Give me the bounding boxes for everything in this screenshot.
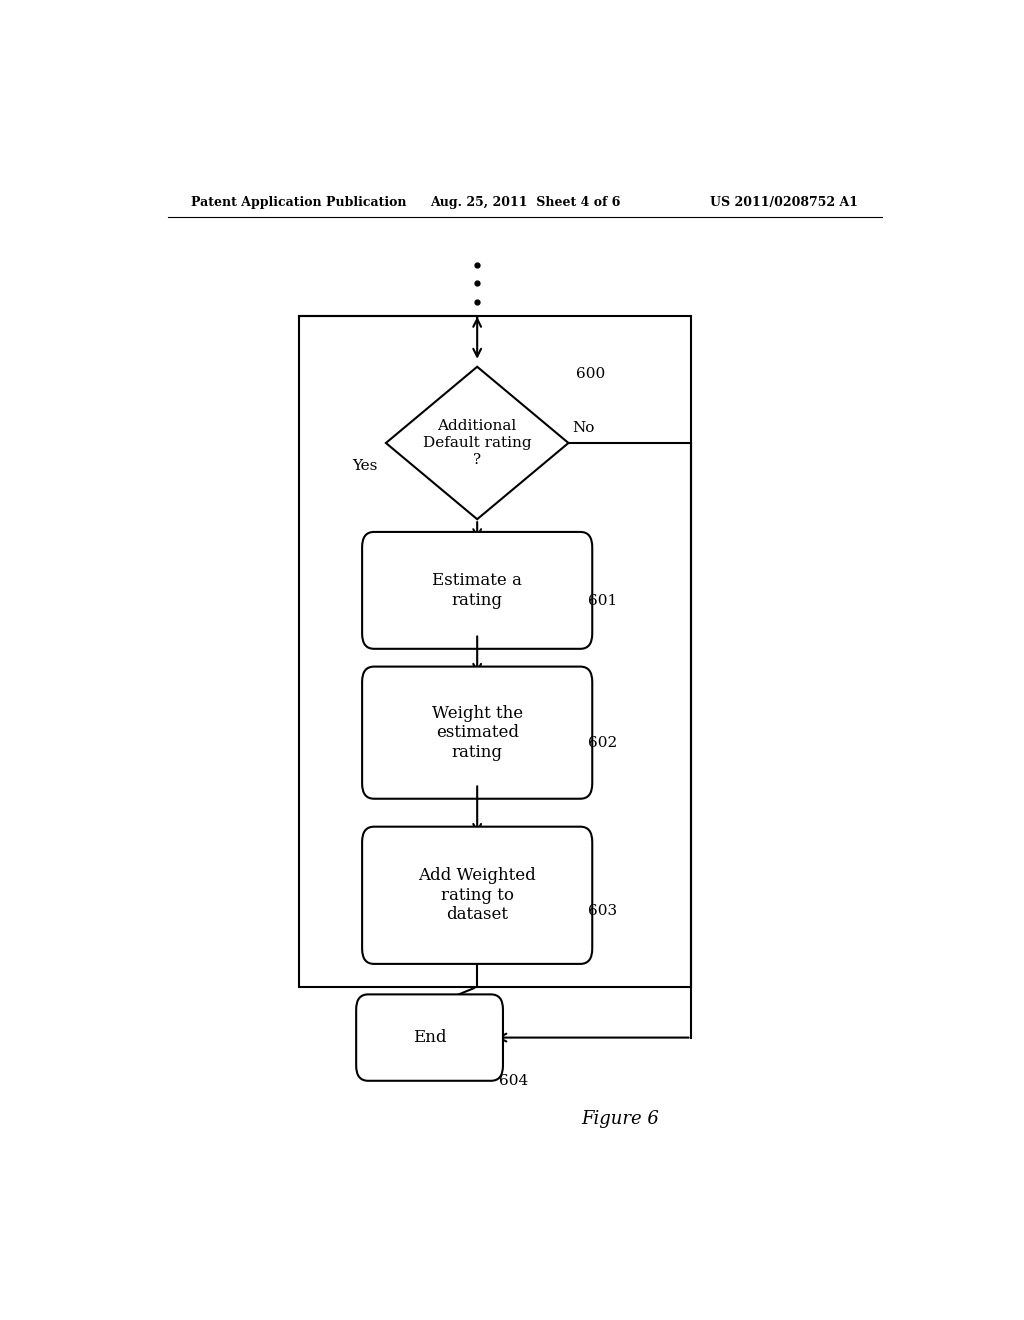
Text: 600: 600 xyxy=(577,367,605,380)
Text: Figure 6: Figure 6 xyxy=(581,1110,659,1127)
Text: Yes: Yes xyxy=(352,459,378,473)
Text: Aug. 25, 2011  Sheet 4 of 6: Aug. 25, 2011 Sheet 4 of 6 xyxy=(430,195,620,209)
Text: Estimate a
rating: Estimate a rating xyxy=(432,572,522,609)
Bar xyxy=(299,315,691,987)
FancyBboxPatch shape xyxy=(356,994,503,1081)
FancyBboxPatch shape xyxy=(362,826,592,964)
Text: Weight the
estimated
rating: Weight the estimated rating xyxy=(432,705,522,760)
Polygon shape xyxy=(386,367,568,519)
FancyBboxPatch shape xyxy=(362,532,592,649)
Text: No: No xyxy=(572,421,595,434)
Text: 602: 602 xyxy=(588,735,617,750)
Text: End: End xyxy=(413,1030,446,1045)
FancyBboxPatch shape xyxy=(362,667,592,799)
Text: Patent Application Publication: Patent Application Publication xyxy=(191,195,407,209)
Text: 601: 601 xyxy=(588,594,617,607)
Text: US 2011/0208752 A1: US 2011/0208752 A1 xyxy=(710,195,858,209)
Text: 603: 603 xyxy=(588,903,617,917)
Text: Add Weighted
rating to
dataset: Add Weighted rating to dataset xyxy=(419,867,536,924)
Text: 604: 604 xyxy=(499,1073,528,1088)
Text: Additional
Default rating
?: Additional Default rating ? xyxy=(423,418,531,467)
